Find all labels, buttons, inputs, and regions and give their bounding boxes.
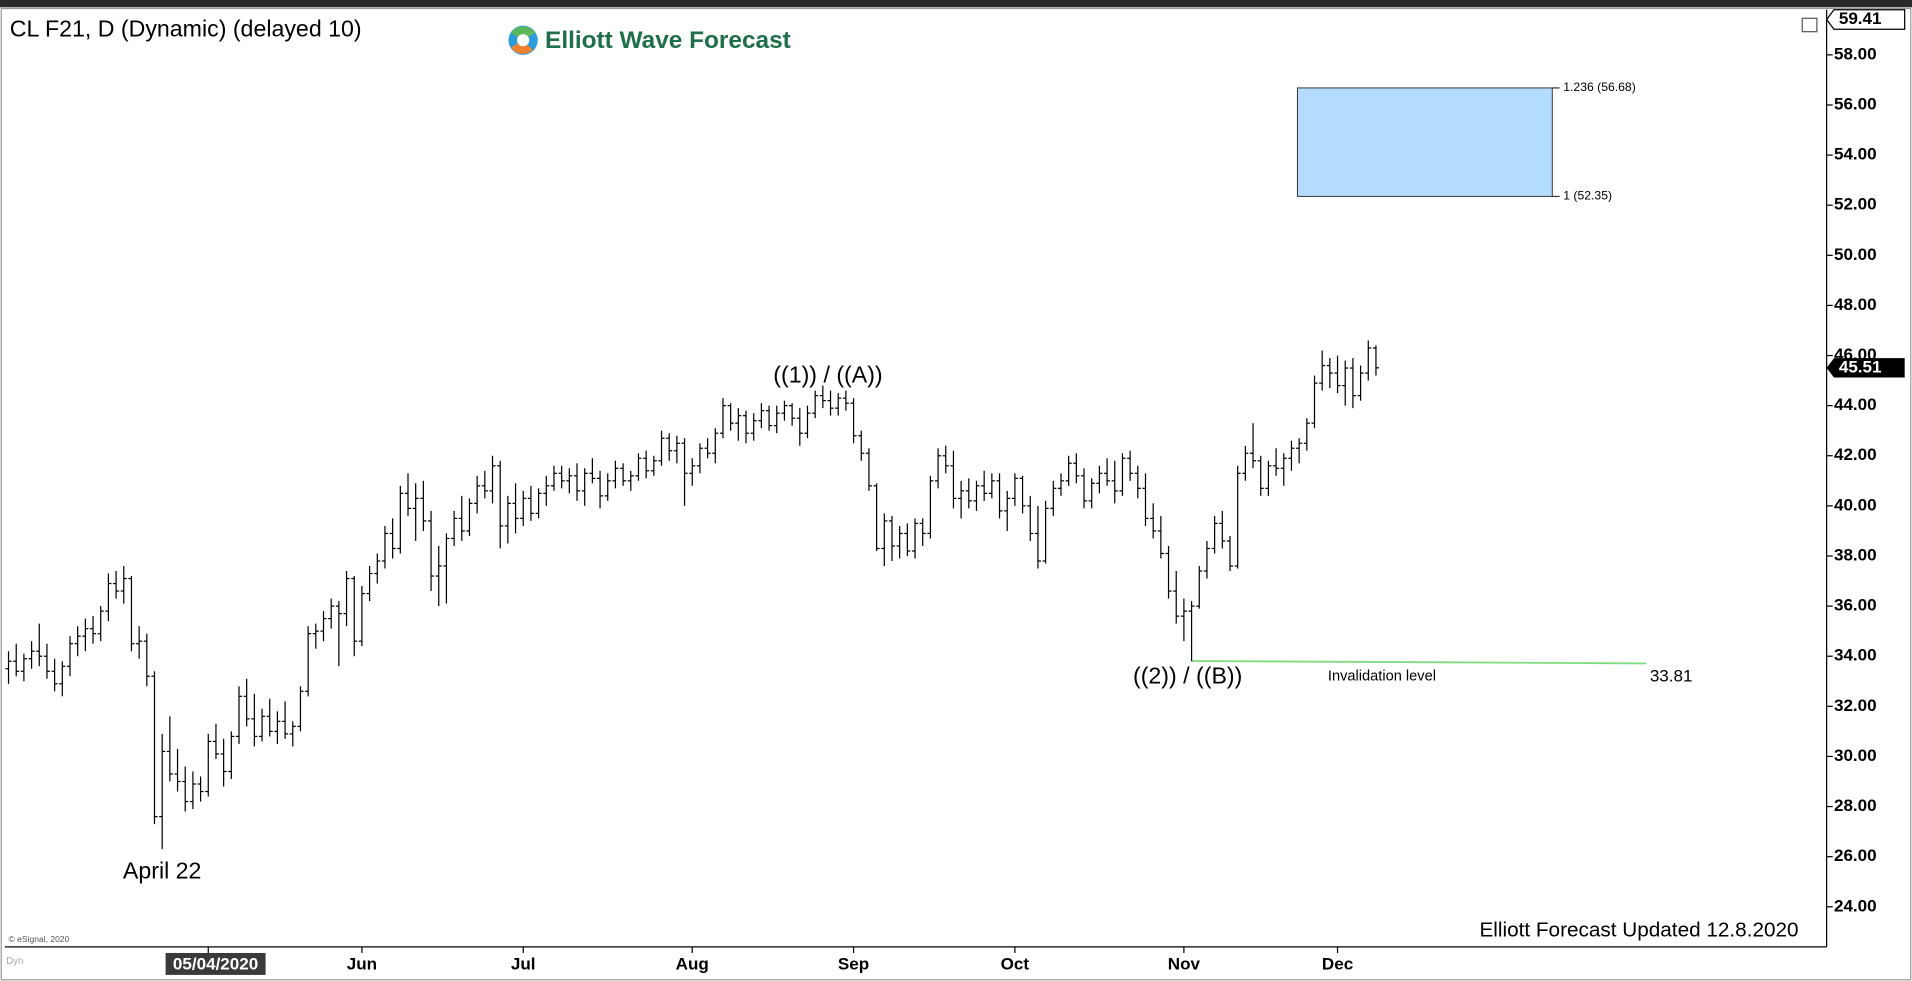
y-tick-label: 24.00	[1834, 896, 1877, 915]
scale-high-label: 59.41	[1839, 9, 1882, 28]
y-tick-label: 38.00	[1834, 545, 1877, 564]
x-tick-label: Dec	[1322, 955, 1353, 974]
y-tick-label: 54.00	[1834, 145, 1877, 164]
chart-title: CL F21, D (Dynamic) (delayed 10)	[10, 16, 362, 42]
window-icon	[1801, 17, 1818, 33]
footer: Elliott Forecast Updated 12.8.2020	[1479, 919, 1798, 942]
y-tick-label: 30.00	[1834, 746, 1877, 765]
y-tick-label: 50.00	[1834, 245, 1877, 264]
x-tick-label: Sep	[838, 955, 869, 974]
logo-icon-part	[510, 26, 536, 41]
corner-label: Dyn	[6, 956, 23, 967]
x-tick-label: Aug	[676, 955, 709, 974]
y-tick-label: 28.00	[1834, 796, 1877, 815]
x-tick-label: Oct	[1001, 955, 1030, 974]
y-tick-label: 26.00	[1834, 846, 1877, 865]
frame	[0, 7, 1912, 981]
y-tick-label: 42.00	[1834, 445, 1877, 464]
last-price-tag	[1826, 358, 1905, 378]
logo-icon-center	[517, 34, 530, 47]
wave-label: ((1)) / ((A))	[773, 362, 882, 388]
x-tick-label: Jul	[511, 955, 536, 974]
y-tick-label: 34.00	[1834, 646, 1877, 665]
scale-high-tag	[1825, 9, 1906, 30]
top-strip	[0, 0, 1912, 8]
x-tick-label: 05/04/2020	[173, 955, 258, 974]
y-tick-label: 36.00	[1834, 596, 1877, 615]
logo-icon-part	[510, 40, 533, 54]
target-level-label: 1 (52.35)	[1563, 189, 1612, 203]
wave-label: ((2)) / ((B))	[1133, 663, 1242, 689]
x-tick-label: Nov	[1168, 955, 1201, 974]
y-tick-label: 56.00	[1834, 94, 1877, 113]
invalidation-label: Invalidation level	[1328, 669, 1436, 685]
target-level-label: 1.236 (56.68)	[1563, 80, 1636, 94]
y-tick-label: 44.00	[1834, 395, 1877, 414]
x-tick-label: Jun	[347, 955, 377, 974]
y-tick-label: 52.00	[1834, 195, 1877, 214]
invalidation-value: 33.81	[1650, 666, 1693, 685]
wave-label: April 22	[123, 858, 202, 884]
invalidation-line	[1191, 660, 1647, 665]
y-tick-label: 40.00	[1834, 495, 1877, 514]
y-tick-label: 32.00	[1834, 696, 1877, 715]
logo-text: Elliott Wave Forecast	[545, 27, 791, 54]
target-box	[1296, 87, 1553, 197]
price-bars	[5, 340, 1380, 850]
source: © eSignal, 2020	[9, 934, 70, 944]
y-tick-label: 58.00	[1834, 44, 1877, 63]
last-price-label: 45.51	[1839, 357, 1882, 376]
x-tick-highlight	[165, 952, 266, 975]
y-tick-label: 48.00	[1834, 295, 1877, 314]
logo: Elliott Wave Forecast	[508, 25, 791, 55]
